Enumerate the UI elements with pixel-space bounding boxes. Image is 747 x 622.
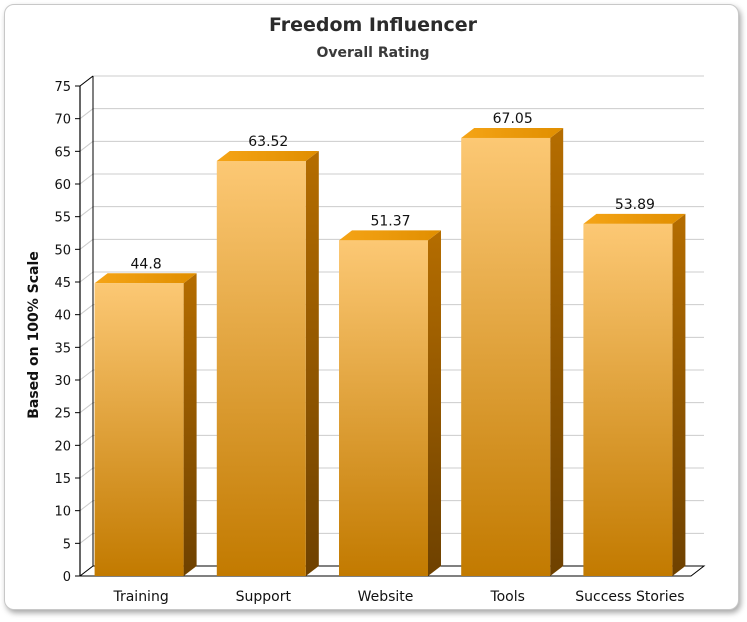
y-tick-labels: 0 5 10 15 20 25 30 35 40 45 50 55 60 65 70 75 (54, 80, 71, 585)
chart-title: Freedom Influencer (269, 14, 478, 36)
y-tick-label: 25 (54, 407, 71, 422)
grid-line-depth (79, 336, 94, 348)
y-tick-label: 30 (54, 374, 71, 389)
y-tick-label: 15 (54, 472, 71, 487)
y-tick-label: 5 (63, 537, 71, 552)
grid-line-depth (79, 108, 94, 120)
bar-top (216, 151, 319, 162)
y-tick-label: 65 (54, 145, 71, 160)
bar-training (94, 273, 197, 576)
y-tick-label: 60 (54, 178, 71, 193)
grid-line-depth (79, 434, 94, 446)
data-label: 44.8 (131, 256, 162, 272)
y-tick-label: 55 (54, 211, 71, 226)
grid-line-depth (79, 238, 94, 250)
x-tick-label: Website (358, 589, 414, 605)
bars (94, 127, 686, 576)
bar-support (216, 151, 319, 576)
grid-line-depth (79, 402, 94, 414)
y-tick-label: 50 (54, 243, 71, 258)
y-axis-label: Based on 100% Scale (26, 251, 42, 419)
data-labels: 44.8 63.52 51.37 67.05 53.89 (131, 111, 655, 272)
grid-line-depth (79, 532, 94, 544)
grid-line-depth (79, 467, 94, 479)
chart-subtitle: Overall Rating (316, 45, 429, 61)
y-tick-label: 0 (63, 570, 71, 585)
grid-line-depth (79, 500, 94, 512)
x-tick-label: Support (236, 589, 292, 605)
bar-side (305, 151, 319, 576)
bar-side (550, 127, 564, 576)
category-labels: Training Support Website Tools Success Stori… (112, 589, 684, 605)
grid-line-depth (79, 304, 94, 316)
bar-top (339, 230, 441, 241)
bar-front (216, 161, 306, 576)
data-label: 67.05 (493, 111, 533, 127)
grid-line-depth (79, 140, 94, 152)
bar-tools (461, 127, 564, 576)
y-tick-label: 70 (54, 113, 71, 128)
x-tick-label: Success Stories (575, 589, 684, 605)
bar-side (428, 230, 441, 576)
bar-website (339, 230, 441, 576)
x-tick-label: Tools (489, 589, 525, 605)
x-tick-label: Training (112, 589, 168, 605)
y-tick-label: 10 (54, 505, 71, 520)
bar-side (672, 213, 686, 576)
y-tick-label: 75 (54, 80, 71, 95)
data-label: 63.52 (248, 134, 288, 150)
y-tick-label: 35 (54, 341, 71, 356)
grid-line-depth (79, 271, 94, 283)
grid-line-depth (79, 206, 94, 218)
bar-front (339, 240, 428, 576)
bar-front (461, 137, 551, 576)
y-tick-label: 40 (54, 309, 71, 324)
bar-side (183, 273, 197, 576)
data-label: 51.37 (370, 213, 410, 229)
y-tick-label: 45 (54, 276, 71, 291)
y-axis-depth-line (79, 75, 94, 87)
grid-line-depth (79, 369, 94, 381)
bar-success-stories (583, 213, 686, 576)
y-tick-label: 20 (54, 439, 71, 454)
grid-line-depth (79, 173, 94, 185)
data-label: 53.89 (615, 197, 655, 213)
bar-top (461, 127, 564, 138)
bar-front (583, 223, 673, 576)
bar-top (94, 273, 197, 284)
bar-top (583, 213, 686, 224)
bar-front (94, 283, 184, 576)
